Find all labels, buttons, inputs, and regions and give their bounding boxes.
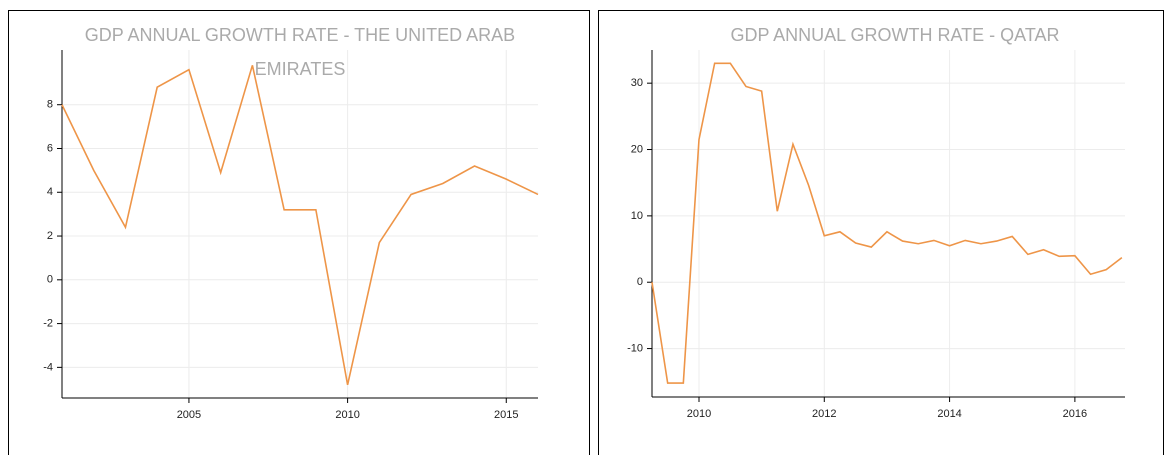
y-tick-label: 20 <box>631 143 643 155</box>
y-tick-label: 4 <box>47 186 53 198</box>
y-tick-label: 6 <box>47 142 53 154</box>
y-tick-label: -4 <box>43 361 53 373</box>
y-tick-label: -10 <box>627 342 643 354</box>
x-tick-label: 2005 <box>177 409 201 421</box>
y-tick-label: 0 <box>637 276 643 288</box>
data-line <box>61 65 539 386</box>
y-tick-label: 0 <box>47 274 53 286</box>
panel-border <box>8 10 590 455</box>
y-tick-label: 30 <box>631 77 643 89</box>
x-tick-label: 2014 <box>937 408 961 420</box>
y-tick-label: 2 <box>47 230 53 242</box>
x-tick-label: 2016 <box>1063 408 1087 420</box>
x-tick-label: 2015 <box>494 409 518 421</box>
chart-title: GDP ANNUAL GROWTH RATE - THE UNITED ARAB… <box>84 25 516 79</box>
y-tick-label: -2 <box>43 317 53 329</box>
y-tick-label: 10 <box>631 210 643 222</box>
panel-border <box>598 10 1164 455</box>
x-tick-label: 2010 <box>335 409 359 421</box>
x-tick-label: 2010 <box>687 408 711 420</box>
x-tick-label: 2012 <box>812 408 836 420</box>
chart-title: GDP ANNUAL GROWTH RATE - QATAR <box>730 25 1060 45</box>
data-line <box>651 62 1123 384</box>
y-tick-label: 8 <box>47 99 53 111</box>
